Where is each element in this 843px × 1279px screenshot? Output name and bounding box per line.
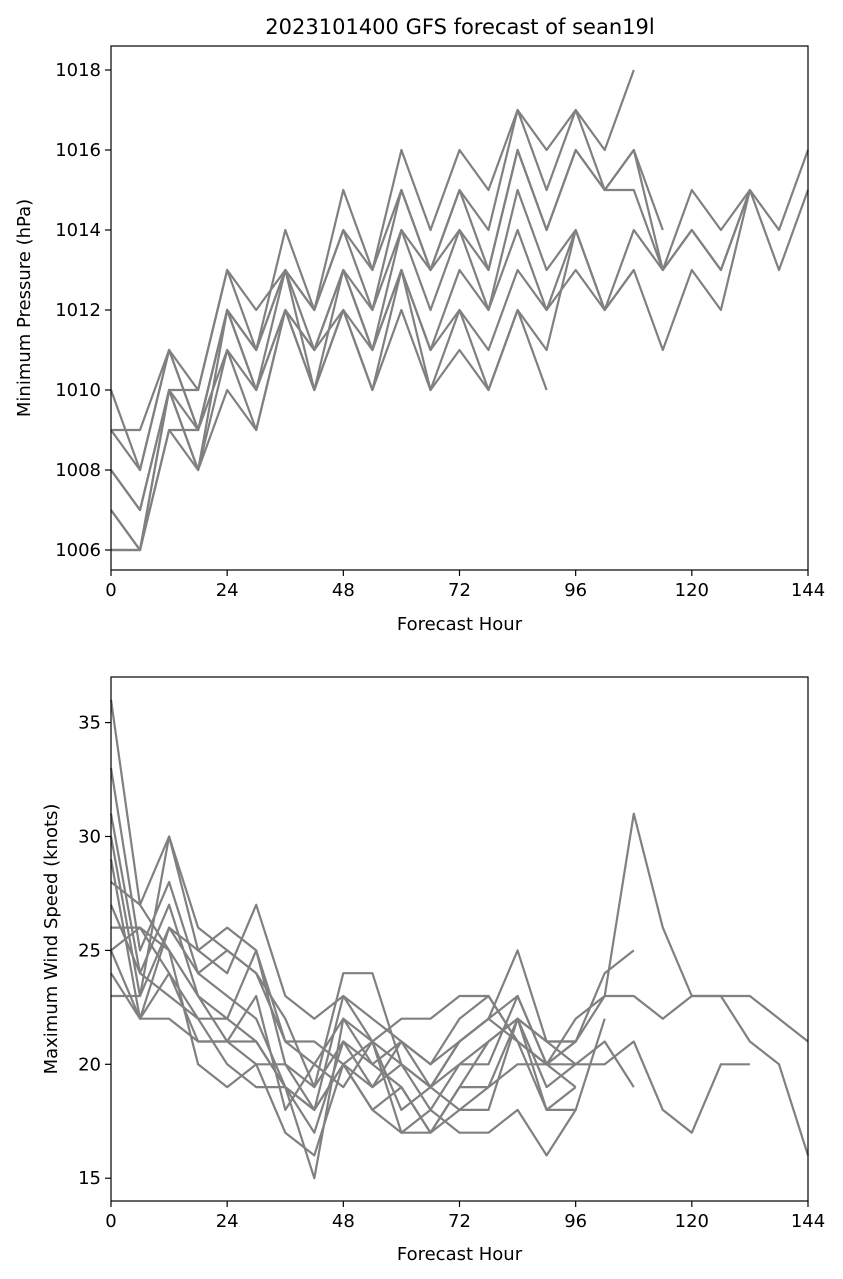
- pressure-series-line-9: [111, 268, 635, 552]
- pressure-x-tick-label: 0: [105, 580, 116, 601]
- pressure-series-group: [109, 69, 810, 552]
- wind-x-tick-label: 120: [675, 1211, 709, 1232]
- pressure-x-tick-label: 96: [564, 580, 587, 601]
- pressure-x-tick-label: 24: [216, 580, 239, 601]
- pressure-axis-ticks: 0 24 48 72 96 120 144 1006 1008 1010 1012 1014 1016 1…: [55, 60, 825, 601]
- pressure-y-axis-label: Minimum Pressure (hPa): [14, 199, 35, 417]
- wind-x-tick-label: 48: [332, 1211, 355, 1232]
- wind-x-tick-label: 0: [105, 1211, 116, 1232]
- wind-y-tick-label: 15: [78, 1168, 101, 1189]
- chart-title: 2023101400 GFS forecast of sean19l: [265, 15, 654, 39]
- wind-y-tick-label: 35: [78, 713, 101, 734]
- wind-y-tick-label: 30: [78, 826, 101, 847]
- wind-x-tick-label: 144: [791, 1211, 825, 1232]
- wind-series-line-11: [111, 926, 577, 1089]
- pressure-y-tick-label: 1014: [55, 220, 101, 241]
- wind-x-axis-label: Forecast Hour: [397, 1244, 523, 1265]
- wind-x-tick-label: 72: [448, 1211, 471, 1232]
- pressure-chart: 2023101400 GFS forecast of sean19l 0 24 48…: [14, 15, 825, 635]
- wind-plot-frame: [110, 676, 809, 1202]
- pressure-x-tick-label: 72: [448, 580, 471, 601]
- pressure-x-tick-label: 120: [675, 580, 709, 601]
- pressure-x-axis-label: Forecast Hour: [397, 614, 523, 635]
- wind-series-line-12: [110, 926, 577, 1112]
- wind-series-group: [109, 699, 810, 1180]
- pressure-plot-frame: [110, 45, 809, 571]
- wind-series-line-10: [110, 972, 576, 1180]
- wind-series-line-6: [110, 881, 606, 1112]
- pressure-y-tick-label: 1006: [55, 540, 101, 561]
- pressure-x-tick-label: 48: [332, 580, 355, 601]
- pressure-y-tick-label: 1016: [55, 140, 101, 161]
- wind-axis-ticks: 0 24 48 72 96 120 144 15 20 25 30 35: [78, 713, 825, 1232]
- pressure-y-tick-label: 1018: [55, 60, 101, 81]
- pressure-x-tick-label: 144: [791, 580, 825, 601]
- wind-y-tick-label: 20: [78, 1054, 101, 1075]
- wind-y-tick-label: 25: [78, 940, 101, 961]
- pressure-y-tick-label: 1012: [55, 300, 101, 321]
- pressure-y-tick-label: 1008: [55, 460, 101, 481]
- pressure-series-line-5: [109, 188, 751, 472]
- wind-x-tick-label: 24: [216, 1211, 239, 1232]
- pressure-y-tick-label: 1010: [55, 380, 101, 401]
- wind-x-tick-label: 96: [564, 1211, 587, 1232]
- wind-y-axis-label: Maximum Wind Speed (knots): [41, 804, 62, 1075]
